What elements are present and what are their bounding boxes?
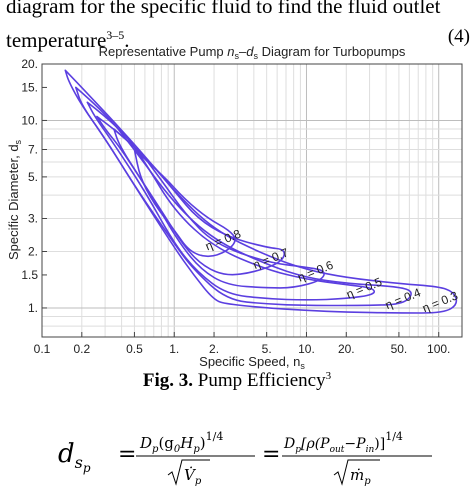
x-tick-label: 0.2 — [73, 342, 90, 356]
y-tick-label: 1. — [28, 301, 38, 315]
efficiency-curve-5 — [133, 148, 236, 258]
x-tick-label: 0.5 — [126, 342, 143, 356]
y-tick-label: 3. — [28, 211, 38, 225]
svg-text:V̇p: V̇p — [184, 466, 202, 487]
x-tick-label: 100. — [427, 342, 450, 356]
equation-4: dsp = Dp(g0Hp)1/4 V̇p = Dp[ρ(Pout−Pin)]1… — [58, 430, 432, 487]
efficiency-label-4: η = 0.7 — [251, 245, 291, 272]
x-axis-ticks: 0.1 0.2 0.5 1. 2. 5. 10. 20. 50. 100. — [34, 332, 450, 356]
figure-label: Fig. 3. — [142, 370, 193, 391]
intro-text: diagram for the specific fluid to find t… — [6, 0, 440, 55]
x-tick-label: 1. — [169, 342, 179, 356]
x-tick-label: 2. — [209, 342, 219, 356]
svg-text:=: = — [118, 442, 136, 467]
figure-reference: 3 — [325, 370, 332, 382]
plot-frame — [41, 63, 463, 338]
x-tick-label: 50. — [391, 342, 408, 356]
y-tick-label: 2. — [28, 245, 38, 259]
intro-line-2: temperature3–5. — [6, 28, 130, 52]
svg-text:Dp(g0Hp)1/4: Dp(g0Hp)1/4 — [139, 430, 223, 455]
y-tick-label: 5. — [28, 170, 38, 184]
chart-title: Representative Pump ns–ds Diagram for Tu… — [99, 44, 406, 61]
x-tick-label: 10. — [298, 342, 315, 356]
x-tick-label: 0.1 — [34, 342, 51, 356]
equation-number: (4) — [447, 26, 470, 47]
x-tick-label: 5. — [262, 342, 272, 356]
efficiency-curve-2 — [86, 101, 376, 301]
svg-text:dsp: dsp — [58, 439, 91, 475]
figure-caption-text: Pump Efficiency — [193, 370, 326, 391]
y-tick-label: 15. — [21, 80, 38, 94]
y-axis-ticks: 1. 1.5 2. 3. 5. 7. 10. 15. 20. — [21, 57, 47, 315]
efficiency-curve-1 — [75, 86, 412, 307]
intro-line-1: diagram for the specific fluid to find t… — [6, 0, 441, 18]
figure-caption: Fig. 3. Pump Efficiency3 — [0, 370, 474, 392]
y-axis-label: Specific Diameter, ds — [6, 139, 23, 260]
svg-text:Dp[ρ(Pout−Pin)]1/4: Dp[ρ(Pout−Pin)]1/4 — [283, 430, 403, 455]
y-tick-label: 1.5 — [21, 268, 38, 282]
efficiency-curves — [64, 69, 458, 314]
svg-text:ṁp: ṁp — [350, 466, 371, 487]
y-tick-label: 20. — [21, 57, 38, 71]
x-axis-label: Specific Speed, ns — [199, 354, 305, 370]
svg-text:=: = — [262, 442, 280, 467]
efficiency-curve-0 — [64, 69, 458, 314]
pump-ns-ds-chart: 0.1 0.2 0.5 1. 2. 5. 10. 20. 50. 100. 1. 1.5 2. 3. 5.… — [6, 44, 463, 370]
efficiency-curve-4 — [113, 128, 286, 276]
y-tick-label: 10. — [21, 113, 38, 127]
x-tick-label: 20. — [338, 342, 355, 356]
y-tick-label: 7. — [28, 142, 38, 156]
